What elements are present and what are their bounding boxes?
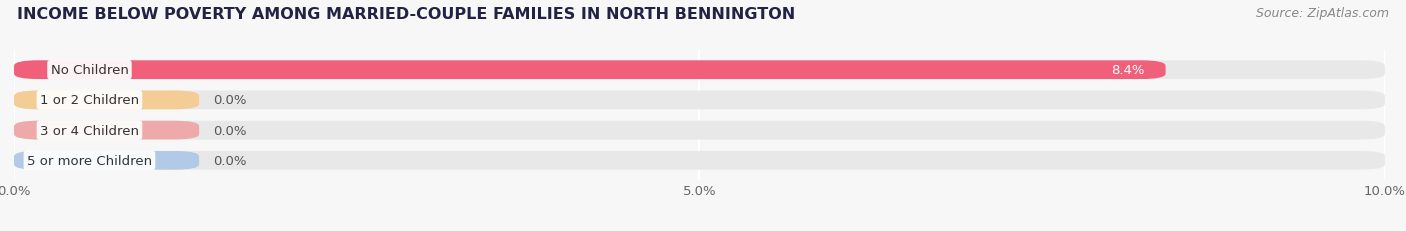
Text: 0.0%: 0.0% [212,94,246,107]
Text: 1 or 2 Children: 1 or 2 Children [39,94,139,107]
FancyBboxPatch shape [14,121,1385,140]
FancyBboxPatch shape [14,151,1385,170]
Text: 8.4%: 8.4% [1112,64,1144,77]
FancyBboxPatch shape [14,91,1385,110]
FancyBboxPatch shape [14,121,200,140]
FancyBboxPatch shape [14,151,200,170]
Text: INCOME BELOW POVERTY AMONG MARRIED-COUPLE FAMILIES IN NORTH BENNINGTON: INCOME BELOW POVERTY AMONG MARRIED-COUPL… [17,7,796,22]
Text: 0.0%: 0.0% [212,154,246,167]
Text: No Children: No Children [51,64,128,77]
FancyBboxPatch shape [14,91,200,110]
FancyBboxPatch shape [14,61,1385,80]
Text: Source: ZipAtlas.com: Source: ZipAtlas.com [1256,7,1389,20]
Text: 3 or 4 Children: 3 or 4 Children [39,124,139,137]
Text: 5 or more Children: 5 or more Children [27,154,152,167]
Text: 0.0%: 0.0% [212,124,246,137]
FancyBboxPatch shape [14,61,1166,80]
